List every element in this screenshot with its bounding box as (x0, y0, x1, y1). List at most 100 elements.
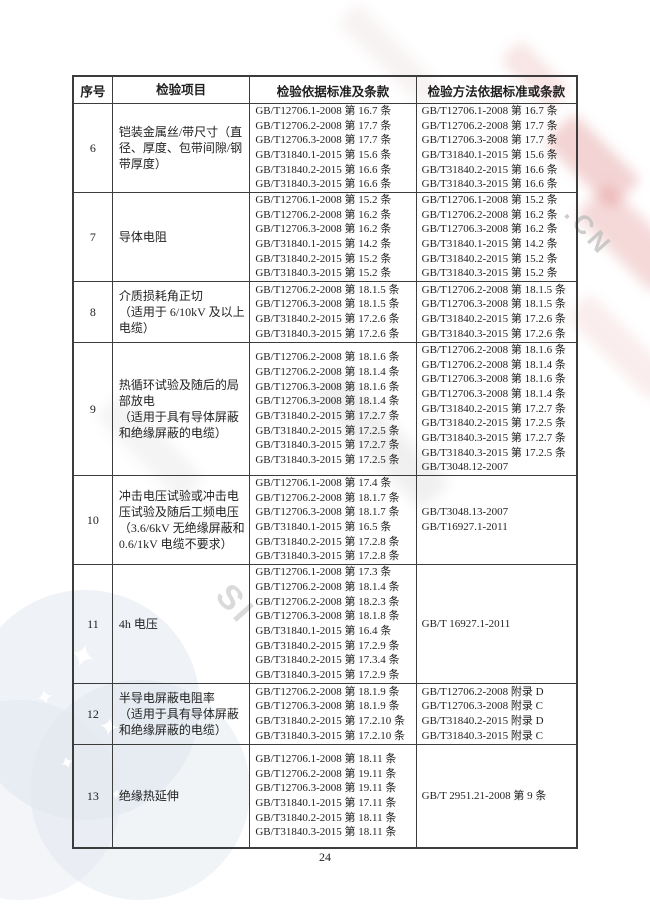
standard-line: GB/T31840.3-2015 第 17.2.5 条 (421, 446, 566, 459)
basis-standards-cell: GB/T12706.1-2008 第 15.2 条 GB/T12706.2-200… (249, 193, 415, 281)
standard-line: GB/T31840.3-2015 第 17.2.10 条 (255, 729, 406, 742)
table-row: 13 绝缘热延伸 GB/T12706.1-2008 第 18.11 条 GB/T1… (74, 744, 576, 847)
standard-line: GB/T31840.3-2015 第 17.2.7 条 (421, 432, 566, 445)
standard-line: GB/T12706.3-2008 第 18.1.8 条 (255, 610, 400, 623)
standard-line: GB/T31840.1-2015 第 14.2 条 (255, 238, 392, 250)
standard-line: GB/T12706.2-2008 第 18.1.9 条 (255, 685, 400, 698)
standard-line: GB/T12706.2-2008 第 16.2 条 (421, 208, 558, 221)
table-row: 7 导体电阻 GB/T12706.1-2008 第 15.2 条 GB/T1270… (74, 192, 576, 281)
item-cell: 铠装金属丝/带尺寸（直径、厚度、包带间隙/钢带厚度） (111, 104, 249, 192)
standard-line: GB/T31840.3-2015 第 18.11 条 (255, 826, 397, 839)
standard-line: GB/T31840.2-2015 第 17.2.7 条 (255, 410, 400, 422)
standard-line: GB/T12706.1-2008 第 16.7 条 (255, 104, 392, 117)
standard-line: GB/T31840.2-2015 第 18.11 条 (255, 811, 397, 824)
item-cell: 冲击电压试验或冲击电压试验及随后工频电压 （3.6/6kV 无绝缘屏蔽和0.6/… (111, 476, 249, 564)
item-cell: 热循环试验及随后的局部放电 （适用于具有导体屏蔽和绝缘屏蔽的电缆） (111, 343, 249, 475)
standard-line: GB/T31840.1-2015 第 16.5 条 (255, 521, 392, 533)
table-row: 12 半导电屏蔽电阻率 （适用于具有导体屏蔽和绝缘屏蔽的电缆） GB/T1270… (74, 683, 576, 744)
standard-line: GB/T31840.1-2015 第 17.11 条 (255, 797, 397, 809)
method-standards-cell: GB/T12706.1-2008 第 16.7 条 GB/T12706.2-200… (415, 104, 576, 192)
standard-line: GB/T31840.2-2015 第 16.6 条 (255, 163, 392, 176)
standard-line: GB/T31840.3-2015 第 16.6 条 (421, 178, 558, 191)
header-basis-standard: 检验依据标准及条款 (249, 77, 415, 103)
standard-line: GB/T31840.2-2015 第 17.2.5 条 (255, 424, 400, 437)
standard-line: GB/T31840.3-2015 第 17.2.8 条 (255, 550, 400, 563)
standard-line: GB/T31840.2-2015 第 15.2 条 (255, 252, 392, 265)
standard-line: GB/T12706.2-2008 第 18.1.7 条 (255, 491, 400, 504)
item-text: 铠装金属丝/带尺寸（直径、厚度、包带间隙/钢带厚度） (118, 125, 243, 171)
table-row: 10 冲击电压试验或冲击电压试验及随后工频电压 （3.6/6kV 无绝缘屏蔽和0… (74, 475, 576, 564)
standard-line: GB/T16927.1-2011 (421, 521, 508, 533)
item-text: 介质损耗角正切 （适用于 6/10kV 及以上电缆） (118, 289, 245, 335)
standard-line: GB/T3048.12-2007 (421, 461, 509, 474)
standard-line: GB/T12706.3-2008 第 19.11 条 (255, 782, 397, 795)
item-text: 热循环试验及随后的局部放电 （适用于具有导体屏蔽和绝缘屏蔽的电缆） (118, 378, 239, 440)
standard-line: GB/T31840.3-2015 附录 C (421, 729, 543, 742)
standard-line: GB/T12706.3-2008 第 18.1.7 条 (255, 506, 400, 519)
row-number-cell: 9 (89, 401, 96, 416)
basis-standards-cell: GB/T12706.1-2008 第 16.7 条 GB/T12706.2-200… (249, 104, 415, 192)
basis-standards-cell: GB/T12706.2-2008 第 18.1.6 条 GB/T12706.2-2… (249, 343, 415, 475)
method-standards-cell: GB/T12706.1-2008 第 15.2 条 GB/T12706.2-200… (415, 193, 576, 281)
item-cell: 绝缘热延伸 (111, 745, 249, 847)
star-icon: ✦ (33, 684, 57, 713)
standard-line: GB/T12706.2-2008 第 16.2 条 (255, 208, 392, 221)
item-cell: 半导电屏蔽电阻率 （适用于具有导体屏蔽和绝缘屏蔽的电缆） (111, 684, 249, 744)
standard-line: GB/T12706.2-2008 第 18.1.6 条 (421, 343, 566, 356)
basis-standards-cell: GB/T12706.2-2008 第 18.1.9 条 GB/T12706.3-2… (249, 684, 415, 744)
item-text: 4h 电压 (118, 617, 158, 631)
standard-line: GB/T12706.2-2008 第 18.1.4 条 (255, 365, 400, 378)
item-cell: 介质损耗角正切 （适用于 6/10kV 及以上电缆） (111, 282, 249, 342)
standard-line: GB/T12706.3-2008 附录 C (421, 700, 543, 713)
row-number-cell: 11 (87, 616, 99, 631)
standard-line: GB/T12706.3-2008 第 18.1.5 条 (255, 298, 400, 311)
table-row: 11 4h 电压 GB/T12706.1-2008 第 17.3 条 GB/T12… (74, 564, 576, 683)
standard-line: GB/T12706.2-2008 附录 D (421, 685, 544, 698)
standard-line: GB/T31840.2-2015 第 17.2.5 条 (421, 417, 566, 430)
standard-line: GB/T31840.2-2015 第 15.2 条 (421, 252, 558, 265)
inspection-standards-table: 序号 检验项目 检验依据标准及条款 检验方法依据标准或条款 6 铠装金属丝/带尺… (72, 75, 578, 849)
standard-line: GB/T31840.1-2015 第 15.6 条 (421, 149, 558, 161)
standard-line: GB/T12706.3-2008 第 17.7 条 (255, 134, 392, 147)
standard-line: GB/T12706.1-2008 第 17.4 条 (255, 476, 392, 489)
standard-line: GB/T12706.1-2008 第 16.7 条 (421, 104, 558, 117)
standard-line: GB/T31840.3-2015 第 17.2.9 条 (255, 669, 400, 682)
standard-line: GB/T12706.1-2008 第 15.2 条 (421, 193, 558, 206)
row-number-cell: 8 (89, 304, 96, 319)
method-standards-cell: GB/T12706.2-2008 附录 D GB/T12706.3-2008 附录… (415, 684, 576, 744)
standard-line: GB/T12706.3-2008 第 16.2 条 (255, 223, 392, 236)
red-stamp-watermark (574, 182, 650, 294)
method-standards-cell: GB/T12706.2-2008 第 18.1.5 条 GB/T12706.3-2… (415, 282, 576, 342)
standard-line: GB/T31840.2-2015 第 17.2.6 条 (255, 313, 400, 325)
basis-standards-cell: GB/T12706.2-2008 第 18.1.5 条 GB/T12706.3-2… (249, 282, 415, 342)
standard-line: GB/T31840.2-2015 第 17.3.4 条 (255, 654, 400, 667)
standard-line: GB/T12706.3-2008 第 18.1.4 条 (255, 395, 400, 408)
header-inspection-item: 检验项目 (111, 77, 249, 103)
standard-line: GB/T12706.3-2008 第 18.1.6 条 (421, 373, 566, 386)
standard-line: GB/T12706.2-2008 第 18.2.3 条 (255, 595, 400, 608)
row-number-cell: 13 (86, 788, 99, 803)
standard-line: GB/T12706.1-2008 第 17.3 条 (255, 566, 392, 579)
method-standards-cell: GB/T3048.13-2007 GB/T16927.1-2011 (415, 476, 576, 564)
standard-line: GB/T31840.2-2015 第 16.6 条 (421, 163, 558, 176)
item-text: 冲击电压试验或冲击电压试验及随后工频电压 （3.6/6kV 无绝缘屏蔽和0.6/… (118, 489, 245, 551)
header-method-standard: 检验方法依据标准或条款 (415, 77, 576, 103)
red-stamp-watermark (565, 292, 650, 402)
standard-line: GB/T12706.2-2008 第 19.11 条 (255, 767, 397, 780)
standard-line: GB/T12706.2-2008 第 18.1.4 条 (421, 358, 566, 371)
standard-line: GB/T12706.3-2008 第 16.2 条 (421, 223, 558, 236)
standard-line: GB/T31840.1-2015 第 15.6 条 (255, 149, 392, 161)
standard-line: GB/T31840.3-2015 第 17.2.5 条 (255, 454, 400, 467)
standard-line: GB/T31840.2-2015 第 17.2.8 条 (255, 535, 400, 548)
item-cell: 4h 电压 (111, 565, 249, 683)
standard-line: GB/T31840.3-2015 第 15.2 条 (255, 267, 392, 280)
standard-line: GB/T12706.3-2008 第 18.1.4 条 (421, 387, 566, 400)
standard-line: GB/T12706.3-2008 第 18.1.9 条 (255, 700, 400, 713)
item-text: 导体电阻 (118, 230, 167, 244)
standard-line: GB/T12706.1-2008 第 18.11 条 (255, 752, 397, 765)
row-number-cell: 10 (86, 512, 99, 527)
basis-standards-cell: GB/T12706.1-2008 第 17.3 条 GB/T12706.2-200… (249, 565, 415, 683)
standard-line: GB/T12706.2-2008 第 18.1.4 条 (255, 580, 400, 593)
row-number-cell: 6 (89, 140, 96, 155)
